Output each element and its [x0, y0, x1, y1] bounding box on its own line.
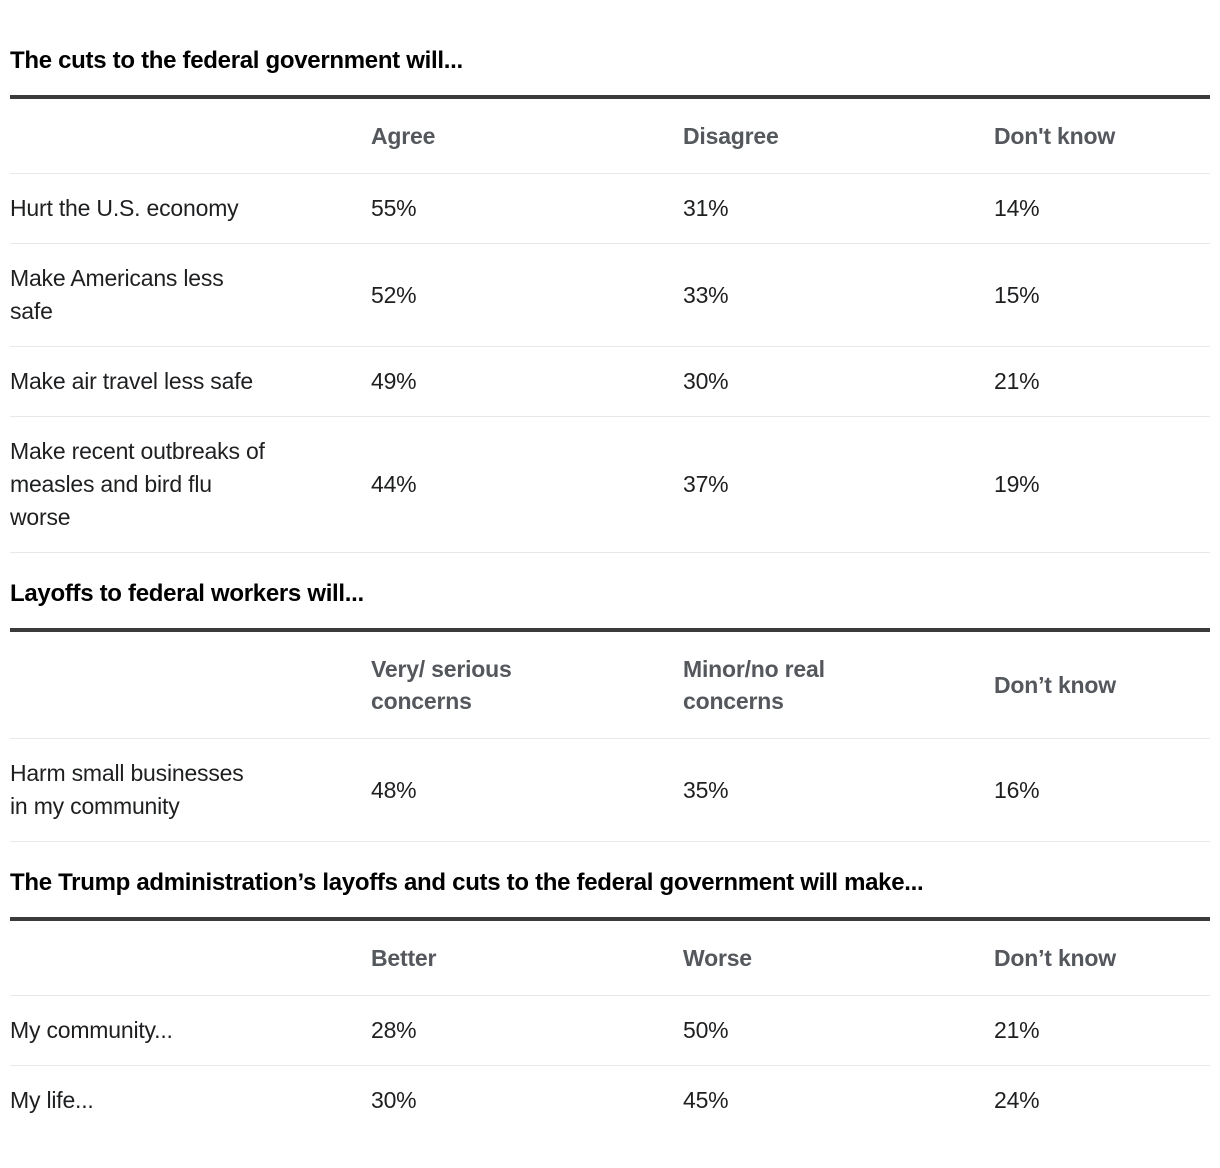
row-label: Make air travel less safe	[10, 346, 371, 417]
cell-value: 33%	[683, 243, 994, 347]
section-title: The Trump administration’s layoffs and c…	[10, 869, 924, 896]
table-row: Harm small businesses in my community 48…	[10, 738, 1210, 842]
column-header: Minor/no real concerns	[683, 630, 994, 739]
row-label: Hurt the U.S. economy	[10, 173, 371, 244]
cell-value: 21%	[994, 346, 1210, 417]
cell-value: 30%	[683, 346, 994, 417]
section-federal-cuts: The cuts to the federal government will.…	[10, 46, 1210, 553]
column-header-label: Agree	[371, 123, 436, 149]
column-header: Don’t know	[994, 630, 1210, 739]
cell-value: 16%	[994, 738, 1210, 842]
column-header-label: Worse	[683, 945, 752, 971]
cell-value: 28%	[371, 995, 683, 1066]
column-header: Disagree	[683, 97, 994, 174]
survey-table: Very/ serious concerns Minor/no real con…	[10, 628, 1210, 842]
table-row: My life... 30% 45% 24%	[10, 1065, 1210, 1135]
cell-value: 50%	[683, 995, 994, 1066]
cell-value: 14%	[994, 173, 1210, 244]
section-trump-administration: The Trump administration’s layoffs and c…	[10, 868, 1210, 1135]
row-label: Make recent outbreaks of measles and bir…	[10, 416, 371, 553]
section-title: Layoffs to federal workers will...	[10, 580, 364, 607]
cell-value: 21%	[994, 995, 1210, 1066]
column-header-label: Disagree	[683, 123, 779, 149]
column-header-label: Don’t know	[994, 672, 1116, 698]
cell-value: 35%	[683, 738, 994, 842]
header-spacer	[10, 97, 371, 174]
table-row: Hurt the U.S. economy 55% 31% 14%	[10, 173, 1210, 244]
cell-value: 24%	[994, 1065, 1210, 1135]
table-row: Make air travel less safe 49% 30% 21%	[10, 346, 1210, 417]
column-header: Don't know	[994, 97, 1210, 174]
row-label: My life...	[10, 1065, 371, 1135]
section-federal-layoffs: Layoffs to federal workers will... Very/…	[10, 579, 1210, 842]
cell-value: 15%	[994, 243, 1210, 347]
header-row: Agree Disagree Don't know	[10, 97, 1210, 174]
cell-value: 37%	[683, 416, 994, 553]
column-header: Worse	[683, 919, 994, 996]
column-header-label: Don’t know	[994, 945, 1116, 971]
column-header-label: Don't know	[994, 123, 1116, 149]
cell-value: 55%	[371, 173, 683, 244]
header-spacer	[10, 630, 371, 739]
column-header-label: Better	[371, 945, 437, 971]
cell-value: 49%	[371, 346, 683, 417]
survey-table: Better Worse Don’t know My community... …	[10, 917, 1210, 1135]
section-title: The cuts to the federal government will.…	[10, 47, 463, 74]
column-header-label: Very/ serious concerns	[371, 656, 512, 714]
column-header-label: Minor/no real concerns	[683, 656, 825, 714]
column-header: Agree	[371, 97, 683, 174]
table-row: Make Americans less safe 52% 33% 15%	[10, 243, 1210, 347]
table-row: Make recent outbreaks of measles and bir…	[10, 416, 1210, 553]
row-label: Make Americans less safe	[10, 243, 371, 347]
cell-value: 30%	[371, 1065, 683, 1135]
row-label: My community...	[10, 995, 371, 1066]
column-header: Very/ serious concerns	[371, 630, 683, 739]
table-row: My community... 28% 50% 21%	[10, 995, 1210, 1066]
header-spacer	[10, 919, 371, 996]
column-header: Don’t know	[994, 919, 1210, 996]
column-header: Better	[371, 919, 683, 996]
cell-value: 44%	[371, 416, 683, 553]
cell-value: 48%	[371, 738, 683, 842]
cell-value: 19%	[994, 416, 1210, 553]
row-label: Harm small businesses in my community	[10, 738, 371, 842]
header-row: Very/ serious concerns Minor/no real con…	[10, 630, 1210, 739]
cell-value: 45%	[683, 1065, 994, 1135]
cell-value: 52%	[371, 243, 683, 347]
cell-value: 31%	[683, 173, 994, 244]
header-row: Better Worse Don’t know	[10, 919, 1210, 996]
survey-table: Agree Disagree Don't know Hurt the U.S. …	[10, 95, 1210, 553]
